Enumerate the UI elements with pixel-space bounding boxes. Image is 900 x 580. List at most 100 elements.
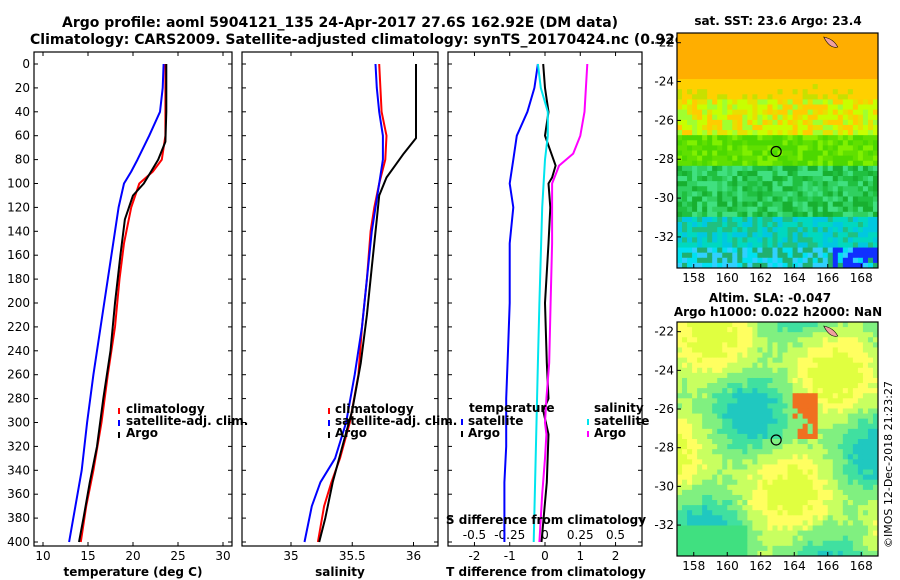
map-cell <box>867 99 874 106</box>
map-cell <box>762 342 768 348</box>
map-cell <box>802 520 809 526</box>
map-cell <box>837 227 844 233</box>
map-cell <box>817 403 824 409</box>
map-cell <box>732 140 738 146</box>
map-cell <box>742 347 748 354</box>
map-cell <box>787 520 794 526</box>
map-cell <box>817 530 824 537</box>
map-cell <box>722 327 728 333</box>
map-cell <box>807 53 814 60</box>
map-cell <box>852 63 859 70</box>
map-cell <box>792 347 799 354</box>
map-cell <box>702 500 708 506</box>
map-cell <box>807 322 814 328</box>
map-cell <box>842 423 849 430</box>
map-cell <box>807 454 814 460</box>
map-cell <box>817 58 824 65</box>
map-cell <box>737 242 743 249</box>
map-cell <box>797 550 804 557</box>
map-cell <box>767 206 773 213</box>
map-cell <box>772 89 779 95</box>
map-cell <box>762 150 768 157</box>
map-cell <box>727 372 733 379</box>
map-cell <box>832 342 839 348</box>
map-cell <box>747 73 753 80</box>
map-cell <box>727 196 733 203</box>
map-cell <box>857 165 864 172</box>
map-cell <box>827 347 834 354</box>
map-cell <box>732 459 738 465</box>
map-cell <box>792 500 799 506</box>
map-cell <box>767 545 773 552</box>
map-cell <box>822 104 829 111</box>
map-cell <box>847 505 854 511</box>
map-cell <box>797 247 804 254</box>
map-cell <box>862 398 869 404</box>
map-cell <box>782 347 789 354</box>
map-cell <box>697 388 703 394</box>
map-cell <box>712 124 718 131</box>
map-cell <box>777 63 784 70</box>
map-cell <box>812 242 819 249</box>
map-cell <box>867 38 874 44</box>
map-cell <box>702 347 708 354</box>
map-cell <box>777 201 784 208</box>
map-cell <box>857 242 864 249</box>
map-cell <box>817 191 824 197</box>
map-cell <box>847 43 854 49</box>
map-cell <box>872 474 879 481</box>
map-cell <box>712 58 718 65</box>
map-cell <box>687 73 693 80</box>
map-cell <box>717 377 723 384</box>
map-cell <box>737 347 743 354</box>
map-cell <box>862 388 869 394</box>
map-cell <box>797 237 804 243</box>
map-cell <box>842 38 849 44</box>
map-cell <box>692 242 698 249</box>
map-cell <box>737 181 743 187</box>
map-cell <box>687 232 693 238</box>
map-cell <box>677 398 683 404</box>
map-cell <box>687 408 693 415</box>
map-cell <box>857 114 864 121</box>
map-cell <box>857 68 864 75</box>
map-cell <box>797 347 804 354</box>
map-cell <box>732 242 738 249</box>
map-cell <box>812 160 819 167</box>
map-cell <box>702 327 708 333</box>
map-cell <box>802 211 809 218</box>
map-cell <box>797 242 804 249</box>
map-cell <box>872 176 879 182</box>
map-cell <box>832 242 839 249</box>
map-cell <box>797 352 804 359</box>
map-cell <box>807 530 814 537</box>
map-cell <box>772 377 779 384</box>
map-cell <box>867 423 874 430</box>
map-cell <box>747 398 753 404</box>
map-cell <box>722 510 728 516</box>
map-cell <box>837 33 844 39</box>
map-cell <box>737 196 743 203</box>
map-cell <box>717 545 723 552</box>
map-cell <box>702 367 708 374</box>
y-tick-label: 220 <box>7 320 30 334</box>
map-cell <box>792 423 799 430</box>
map-cell <box>842 242 849 249</box>
map-cell <box>732 38 738 44</box>
map-cell <box>727 38 733 44</box>
map-cell <box>717 322 723 328</box>
map-cell <box>817 181 824 187</box>
map-cell <box>787 398 794 404</box>
map-cell <box>707 160 713 167</box>
sla-map-panel: Altim. SLA: -0.047 Argo h1000: 0.022 h20… <box>654 291 882 573</box>
map-cell <box>847 393 854 399</box>
map-cell <box>712 418 718 425</box>
map-cell <box>837 99 844 106</box>
map-cell <box>752 383 758 389</box>
map-cell <box>717 119 723 126</box>
map-cell <box>762 327 768 333</box>
map-cell <box>727 247 733 254</box>
legend-t-argo-label: Argo <box>468 426 500 440</box>
map-cell <box>802 352 809 359</box>
map-cell <box>727 474 733 481</box>
